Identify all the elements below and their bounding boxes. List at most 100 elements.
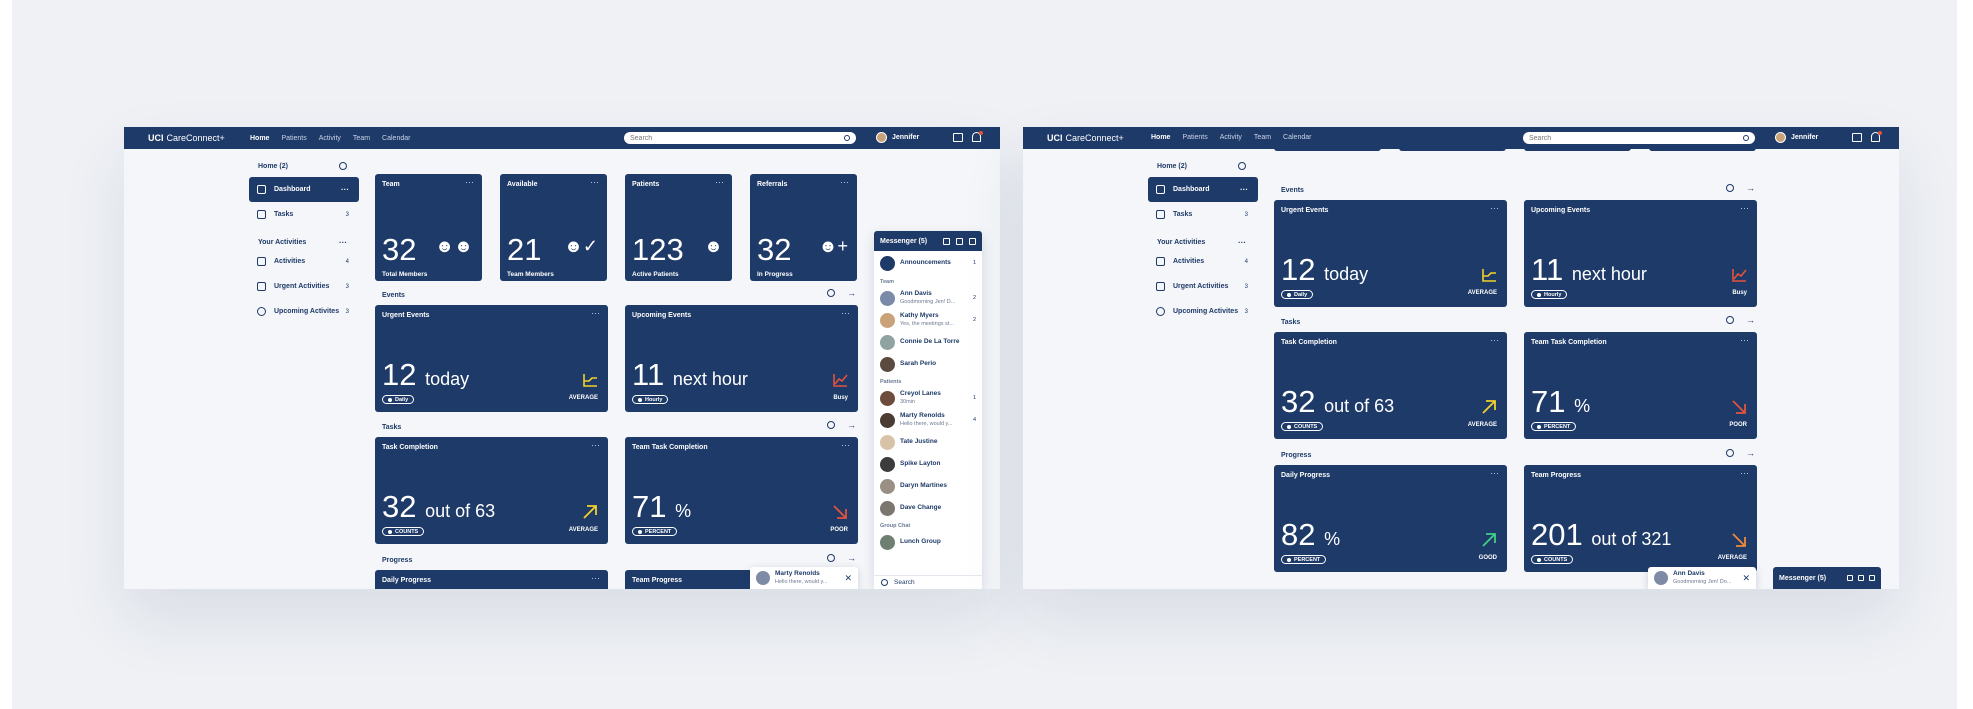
event-card-upcoming[interactable]: Upcoming Events ··· 11 next hour Hourly B… — [1524, 200, 1757, 307]
user-menu[interactable]: Jennifer — [876, 132, 919, 143]
type-pill[interactable]: PERCENT — [1531, 422, 1577, 431]
stat-card-referrals[interactable]: Referrals ··· 32 ☻+ In Progress — [750, 174, 857, 281]
settings-gear-icon[interactable] — [339, 162, 347, 170]
nav-patients[interactable]: Patients — [281, 134, 307, 142]
arrow-right-icon[interactable]: → — [1746, 315, 1755, 325]
messenger-header[interactable]: Messenger (5) — [874, 231, 982, 251]
list-item[interactable]: Creyol Lanes 30min 1 — [874, 387, 982, 409]
type-pill[interactable]: COUNTS — [382, 527, 425, 536]
task-card-team-completion[interactable]: Team Task Completion ··· 71 % PERCENT POO… — [625, 437, 858, 544]
search-input[interactable] — [1529, 134, 1743, 142]
more-icon[interactable]: ··· — [1490, 335, 1499, 345]
arrow-right-icon[interactable]: → — [1746, 183, 1755, 193]
list-item[interactable]: Connie De La Torre — [874, 331, 982, 353]
event-card-urgent[interactable]: Urgent Events ··· 12 today Daily AVERAGE — [1274, 200, 1507, 307]
sidebar-item-urgent-activities[interactable]: Urgent Activities 3 — [1148, 274, 1258, 299]
sidebar-item-dashboard[interactable]: Dashboard ··· — [249, 177, 359, 202]
task-card-completion[interactable]: Task Completion ··· 32 out of 63 COUNTS A… — [375, 437, 608, 544]
list-item[interactable]: Ann Davis Goodmorning Jen! D... 2 — [874, 287, 982, 309]
more-icon[interactable]: ··· — [1490, 203, 1499, 213]
nav-calendar[interactable]: Calendar — [1283, 134, 1312, 141]
more-icon[interactable]: ··· — [1490, 468, 1499, 478]
type-pill[interactable]: COUNTS — [1531, 555, 1574, 564]
more-icon[interactable]: ··· — [1740, 203, 1749, 213]
list-item[interactable]: Sarah Perio — [874, 353, 982, 375]
nav-patients[interactable]: Patients — [1182, 134, 1208, 141]
more-icon[interactable]: ··· — [1238, 237, 1246, 247]
people-icon[interactable] — [1869, 575, 1875, 581]
list-item[interactable]: Marty Renolds Hello there, would y... 4 — [874, 409, 982, 431]
close-icon[interactable]: ✕ — [1742, 572, 1750, 583]
arrow-right-icon[interactable]: → — [1746, 448, 1755, 458]
sidebar-item-activities[interactable]: Activities 4 — [1148, 249, 1258, 274]
sidebar-item-dashboard[interactable]: Dashboard ··· — [1148, 177, 1258, 202]
sidebar-item-upcoming-activities[interactable]: Upcoming Activites 3 — [1148, 299, 1258, 324]
settings-gear-icon[interactable] — [1726, 184, 1734, 192]
list-item[interactable]: Lunch Group — [874, 531, 982, 553]
messenger-collapsed[interactable]: Messenger (5) — [1773, 567, 1881, 589]
stat-card-patients[interactable]: Patients ··· 123 ☻ Active Patients — [625, 174, 732, 281]
more-icon[interactable]: ··· — [339, 237, 347, 247]
more-icon[interactable]: ··· — [1740, 335, 1749, 345]
nav-team[interactable]: Team — [1253, 134, 1272, 141]
frequency-pill[interactable]: Hourly — [1531, 290, 1568, 299]
stat-card-available[interactable]: Available ··· 21 ☻✓ Team Members — [500, 174, 607, 281]
stat-card-team[interactable]: Team ··· 32 ☻☻ Total Members — [375, 174, 482, 281]
more-icon[interactable]: ··· — [1740, 468, 1749, 478]
sidebar-item-upcoming-activities[interactable]: Upcoming Activites 3 — [249, 299, 359, 324]
event-card-upcoming[interactable]: Upcoming Events ··· 11 next hour Hourly B… — [625, 305, 858, 412]
nav-calendar[interactable]: Calendar — [382, 134, 411, 142]
more-icon[interactable]: ··· — [840, 177, 849, 187]
list-item[interactable]: Dave Change — [874, 497, 982, 519]
list-item[interactable]: Daryn Martines — [874, 475, 982, 497]
event-card-urgent[interactable]: Urgent Events ··· 12 today Daily AVERAGE — [375, 305, 608, 412]
compose-icon[interactable] — [1847, 575, 1853, 581]
settings-gear-icon[interactable] — [1238, 162, 1246, 170]
nav-activity[interactable]: Activity — [318, 134, 341, 142]
nav-activity[interactable]: Activity — [1219, 134, 1242, 141]
progress-card-daily[interactable]: Daily Progress ··· — [375, 570, 608, 589]
type-pill[interactable]: COUNTS — [1281, 422, 1324, 431]
frequency-pill[interactable]: Daily — [1281, 290, 1314, 299]
more-icon[interactable]: ··· — [465, 177, 474, 187]
list-item[interactable]: Spike Layton — [874, 453, 982, 475]
more-icon[interactable]: ··· — [841, 308, 850, 318]
messenger-announcements[interactable]: Announcements 1 — [874, 251, 982, 275]
task-card-team-completion[interactable]: Team Task Completion ··· 71 % PERCENT POO… — [1524, 332, 1757, 439]
sidebar-item-urgent-activities[interactable]: Urgent Activities 3 — [249, 274, 359, 299]
type-pill[interactable]: PERCENT — [1281, 555, 1327, 564]
notification-bell-icon[interactable] — [972, 131, 983, 142]
frequency-pill[interactable]: Daily — [382, 395, 415, 404]
chat-popup-marty[interactable]: Marty Renolds Hello there, would y... ✕ — [750, 567, 858, 589]
calendar-icon[interactable] — [1852, 133, 1862, 142]
settings-gear-icon[interactable] — [827, 554, 835, 562]
task-card-completion[interactable]: Task Completion ··· 32 out of 63 COUNTS A… — [1274, 332, 1507, 439]
more-icon[interactable]: ··· — [841, 440, 850, 450]
chat-popup-ann[interactable]: Ann Davis Goodmorning Jen! Do... ✕ — [1648, 567, 1756, 589]
user-menu[interactable]: Jennifer — [1775, 132, 1818, 143]
messenger-search[interactable]: Search — [874, 575, 982, 589]
nav-home[interactable]: Home — [250, 134, 270, 142]
sidebar-item-tasks[interactable]: Tasks 3 — [249, 202, 359, 227]
more-icon[interactable]: ··· — [341, 185, 349, 194]
settings-icon[interactable] — [1858, 575, 1864, 581]
compose-icon[interactable] — [943, 237, 950, 245]
nav-team[interactable]: Team — [352, 134, 371, 142]
settings-gear-icon[interactable] — [827, 421, 835, 429]
list-item[interactable]: Kathy Myers Yes, the meetings st... 2 — [874, 309, 982, 331]
more-icon[interactable]: ··· — [591, 308, 600, 318]
list-item[interactable]: Tate Justine — [874, 431, 982, 453]
arrow-right-icon[interactable]: → — [847, 288, 856, 298]
progress-card-daily[interactable]: Daily Progress ··· 82 % PERCENT GOOD — [1274, 465, 1507, 572]
nav-home[interactable]: Home — [1151, 134, 1171, 141]
search-icon[interactable] — [844, 135, 850, 141]
more-icon[interactable]: ··· — [591, 440, 600, 450]
calendar-icon[interactable] — [953, 133, 963, 142]
sidebar-item-tasks[interactable]: Tasks 3 — [1148, 202, 1258, 227]
settings-gear-icon[interactable] — [827, 289, 835, 297]
frequency-pill[interactable]: Hourly — [632, 395, 669, 404]
settings-gear-icon[interactable] — [1726, 449, 1734, 457]
sidebar-item-activities[interactable]: Activities 4 — [249, 249, 359, 274]
more-icon[interactable]: ··· — [1240, 185, 1248, 194]
